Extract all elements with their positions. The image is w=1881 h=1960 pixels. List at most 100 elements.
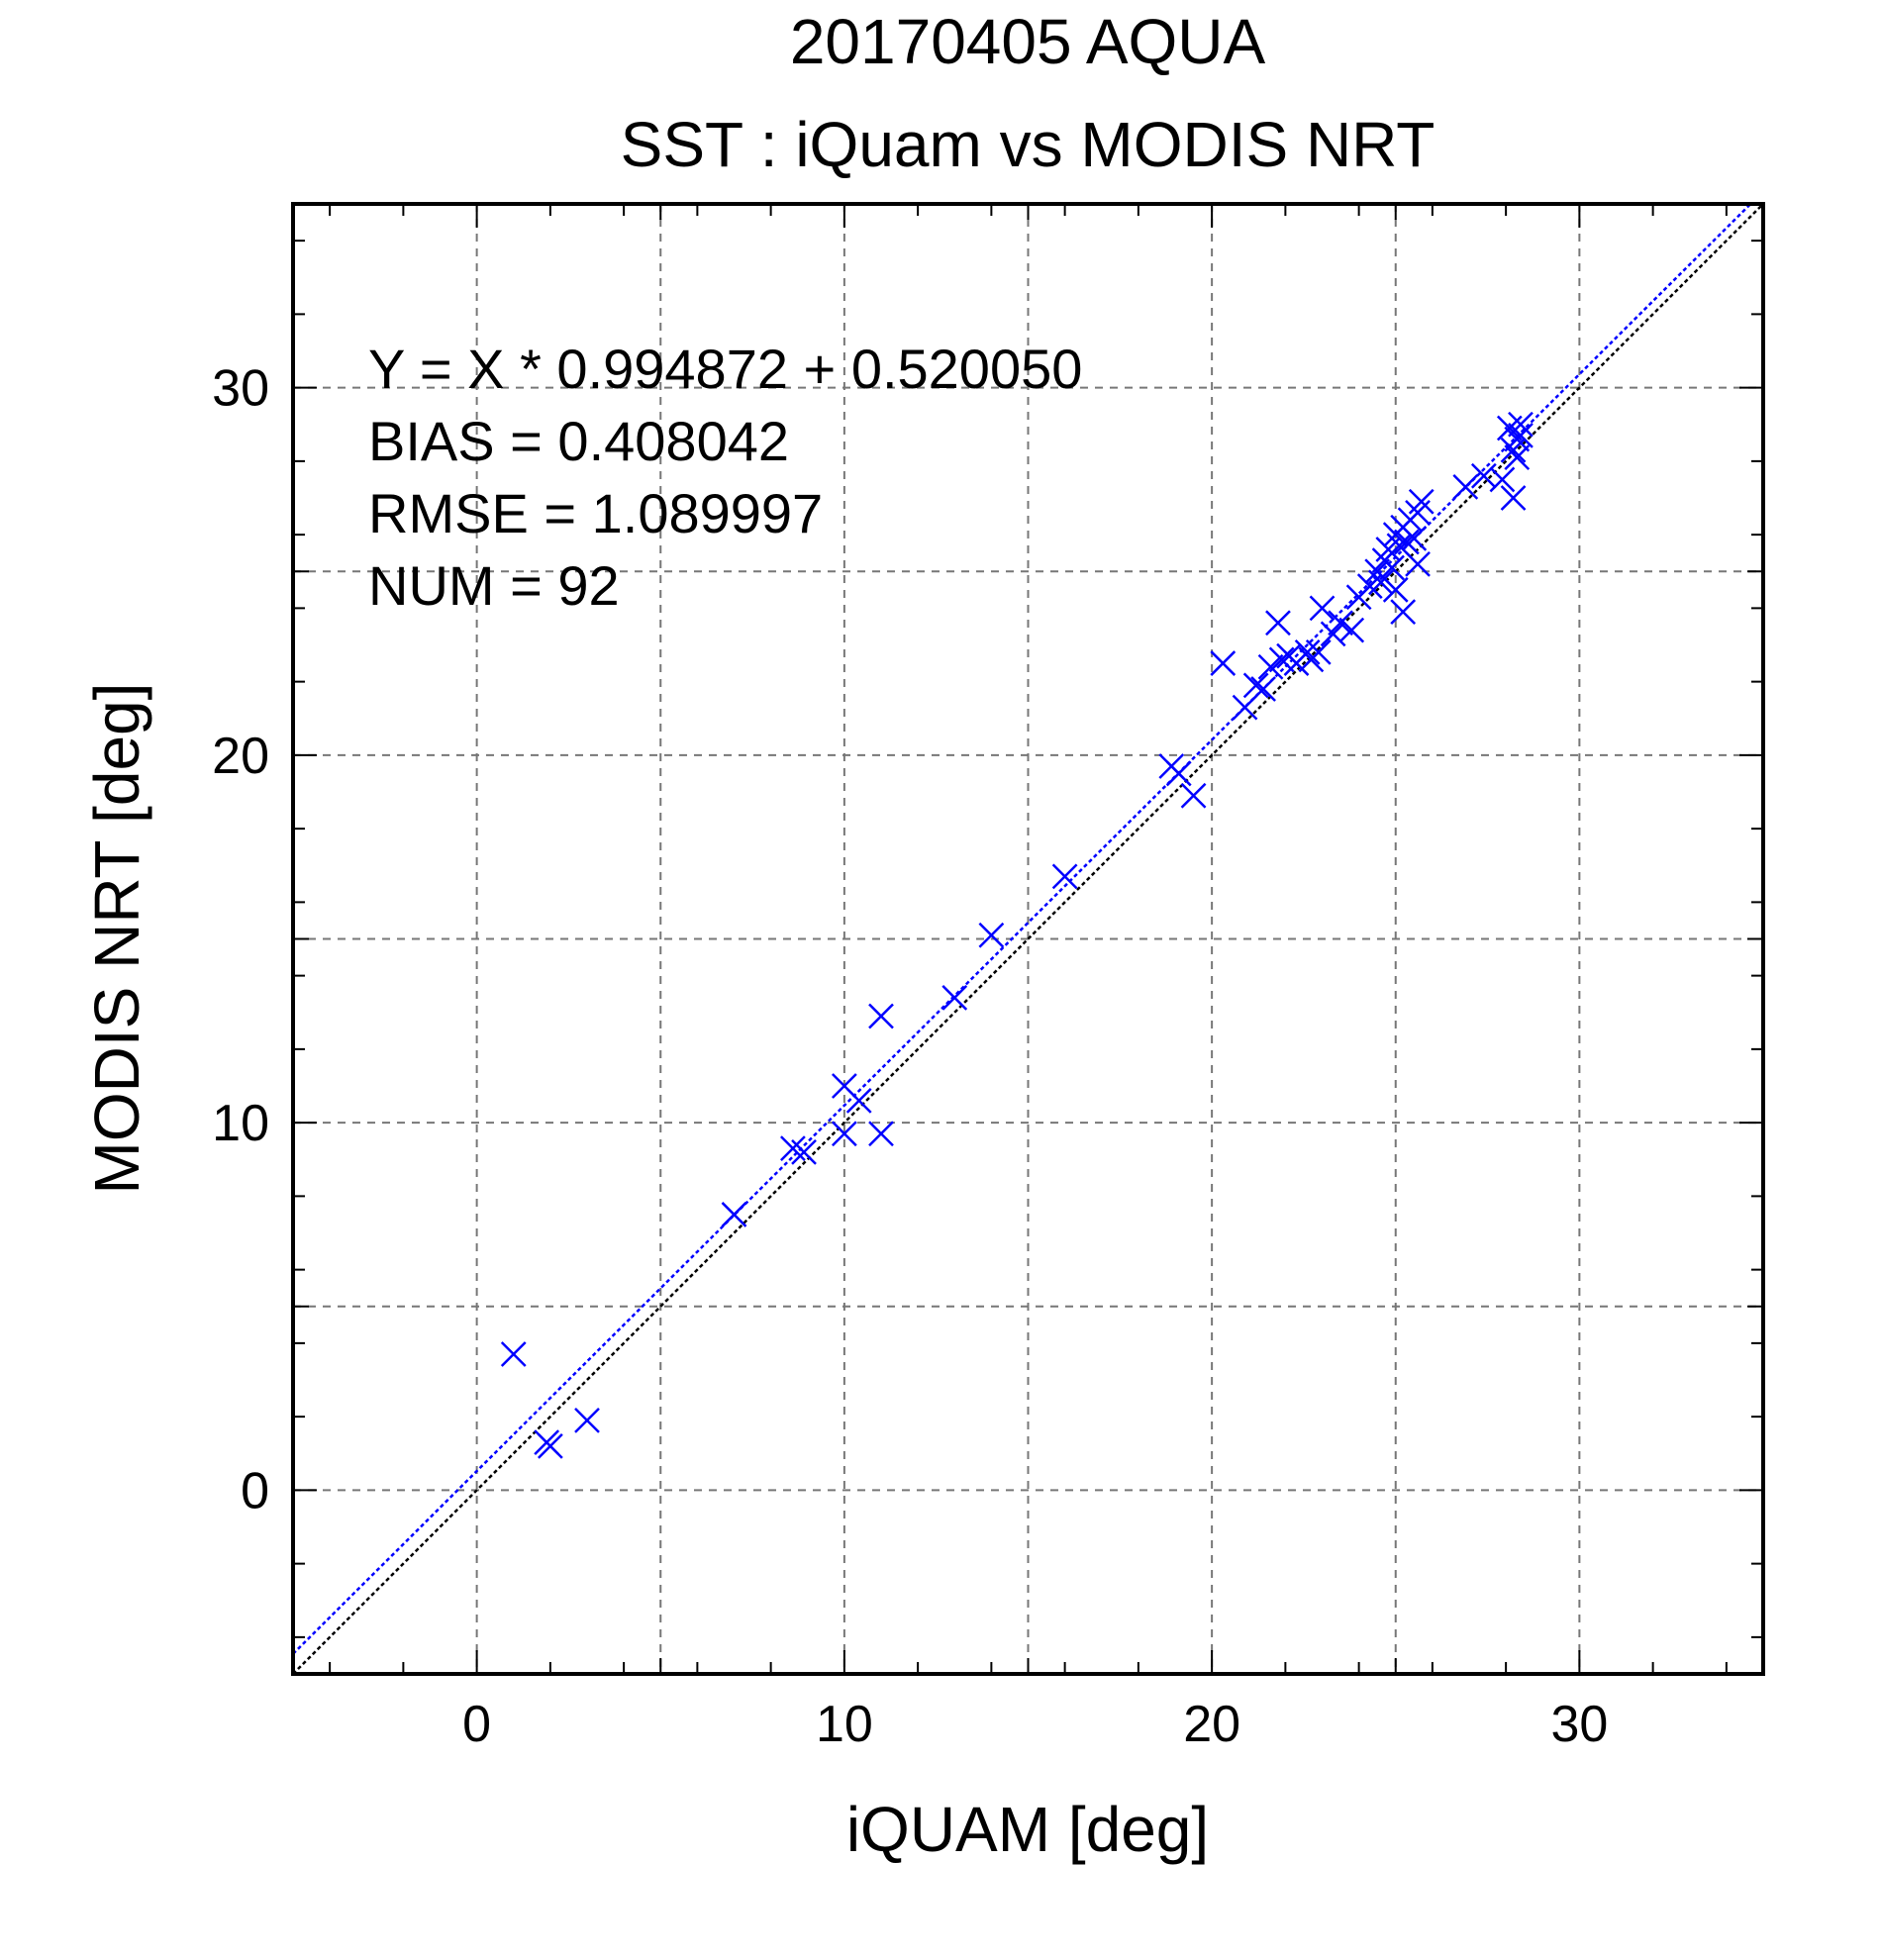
chart-title: 20170405 AQUA <box>790 6 1266 77</box>
data-point-stroke <box>791 1138 817 1165</box>
data-point-stroke <box>1265 610 1291 637</box>
data-point <box>1328 610 1353 637</box>
x-tick-labels: 0 10 20 30 <box>462 1696 1608 1753</box>
data-point <box>1165 760 1192 787</box>
data-point <box>791 1138 817 1165</box>
data-point <box>1382 576 1409 603</box>
grid-lines <box>293 204 1763 1674</box>
data-points <box>500 411 1534 1459</box>
data-point-stroke <box>1500 485 1527 511</box>
data-point <box>1250 676 1276 702</box>
data-point <box>1401 525 1428 551</box>
data-point-stroke <box>845 1087 872 1114</box>
data-point-stroke <box>1394 529 1420 555</box>
data-point <box>1489 466 1516 493</box>
data-point <box>1368 569 1394 596</box>
data-point-stroke <box>1294 639 1321 665</box>
x-axis-label: iQUAM [deg] <box>846 1794 1209 1865</box>
data-point-stroke <box>537 1432 563 1459</box>
data-point <box>500 1341 527 1367</box>
data-point-stroke <box>1268 646 1295 673</box>
data-point <box>721 1202 747 1227</box>
data-point-stroke <box>1257 653 1284 680</box>
data-point-stroke <box>1504 444 1531 471</box>
y-axis-label: MODIS NRT [deg] <box>81 683 152 1195</box>
statistics-annotation: Y = X * 0.994872 + 0.520050 BIAS = 0.4080… <box>368 338 1082 617</box>
data-point <box>1305 639 1332 665</box>
data-point-stroke <box>868 1121 894 1147</box>
data-point-stroke <box>1051 863 1078 890</box>
data-point <box>1508 411 1534 438</box>
identity-line <box>293 204 1763 1674</box>
data-point-stroke <box>868 1003 894 1029</box>
data-point-stroke <box>1401 525 1428 551</box>
x-tick-label: 0 <box>462 1696 491 1753</box>
data-point-stroke <box>780 1135 806 1161</box>
data-point <box>1180 782 1207 809</box>
data-point <box>1508 423 1534 448</box>
data-point-stroke <box>1379 554 1405 581</box>
data-point-stroke <box>721 1202 747 1227</box>
data-point-stroke <box>1242 672 1269 699</box>
data-point <box>1452 473 1479 500</box>
data-point-stroke <box>1320 621 1346 647</box>
data-point-stroke <box>1368 569 1394 596</box>
data-point <box>537 1432 563 1459</box>
regression-equation: Y = X * 0.994872 + 0.520050 <box>368 338 1082 400</box>
y-tick-label: 0 <box>241 1462 269 1519</box>
data-point-stroke <box>1210 650 1237 676</box>
data-point-stroke <box>831 1121 857 1147</box>
data-point <box>1408 488 1435 515</box>
data-point-stroke <box>500 1341 527 1367</box>
data-point <box>941 985 968 1011</box>
x-tick-label: 10 <box>816 1696 873 1753</box>
data-point-stroke <box>1364 558 1391 585</box>
data-point <box>1268 646 1295 673</box>
data-point-stroke <box>941 985 968 1011</box>
data-point-stroke <box>1489 466 1516 493</box>
x-tick-label: 20 <box>1183 1696 1240 1753</box>
data-point-stroke <box>1386 533 1413 559</box>
data-point-stroke <box>831 1073 857 1099</box>
y-tick-label: 10 <box>212 1095 269 1152</box>
y-tick-labels: 0 10 20 30 <box>212 360 269 1520</box>
data-point <box>1051 863 1078 890</box>
data-point-stroke <box>1305 639 1332 665</box>
data-point <box>831 1121 857 1147</box>
num-text: NUM = 92 <box>368 554 620 617</box>
data-point <box>1379 554 1405 581</box>
y-tick-label: 30 <box>212 360 269 418</box>
data-point-stroke <box>1309 595 1336 622</box>
data-point-stroke <box>1452 473 1479 500</box>
data-point-stroke <box>1250 676 1276 702</box>
y-tick-label: 20 <box>212 728 269 785</box>
data-point-stroke <box>1390 599 1417 625</box>
data-point-stroke <box>574 1407 600 1433</box>
data-point <box>978 922 1005 948</box>
data-point <box>1309 595 1336 622</box>
rmse-text: RMSE = 1.089997 <box>368 482 823 544</box>
data-point <box>1265 610 1291 637</box>
plot-frame <box>291 202 1765 1676</box>
data-point <box>1338 617 1365 643</box>
data-point <box>1504 444 1531 471</box>
data-point-stroke <box>1382 576 1409 603</box>
data-point-stroke <box>1338 617 1365 643</box>
bias-text: BIAS = 0.408042 <box>368 410 789 472</box>
data-point <box>1390 599 1417 625</box>
data-point-stroke <box>1508 423 1534 448</box>
data-point <box>1257 653 1284 680</box>
data-point <box>1210 650 1237 676</box>
data-point-stroke <box>1180 782 1207 809</box>
data-point <box>845 1087 872 1114</box>
data-point-stroke <box>1508 411 1534 438</box>
data-point <box>1394 529 1420 555</box>
data-point-stroke <box>1405 550 1431 577</box>
x-tick-label: 30 <box>1550 1696 1608 1753</box>
data-point <box>1294 639 1321 665</box>
data-point <box>1405 550 1431 577</box>
data-point-stroke <box>978 922 1005 948</box>
data-point <box>574 1407 600 1433</box>
data-point <box>1500 485 1527 511</box>
